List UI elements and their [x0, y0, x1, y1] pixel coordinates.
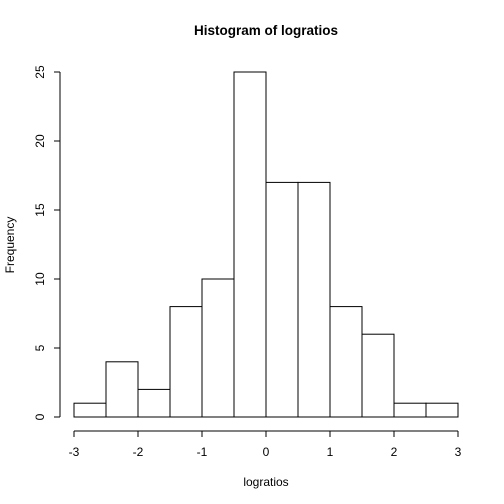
y-tick-label: 0	[33, 413, 47, 420]
histogram-bar	[297, 181, 331, 418]
x-tick-label: 3	[455, 445, 462, 459]
x-tick-label: 1	[327, 445, 334, 459]
y-tick-label: 15	[33, 203, 47, 217]
histogram-bar	[265, 181, 299, 418]
x-tick-label: 0	[263, 445, 270, 459]
histogram-bar	[105, 361, 139, 418]
x-axis: -3 -2 -1 0 1 2 3	[69, 430, 462, 459]
y-tick-label: 5	[33, 344, 47, 351]
y-tick-label: 20	[33, 134, 47, 148]
y-axis-label: Frequency	[3, 217, 17, 274]
bars-group	[73, 71, 459, 418]
histogram-bar	[361, 333, 395, 418]
x-tick-label: -2	[133, 445, 144, 459]
histogram-bar	[233, 71, 267, 418]
histogram-bar	[329, 306, 363, 418]
histogram-bar	[73, 402, 107, 418]
histogram-bar	[201, 278, 235, 418]
x-tick-label: -3	[69, 445, 80, 459]
x-axis-label: logratios	[243, 475, 288, 489]
y-tick-label: 25	[33, 65, 47, 79]
x-tick-label: 2	[391, 445, 398, 459]
histogram-bar	[425, 402, 459, 418]
x-tick-label: -1	[197, 445, 208, 459]
chart-title: Histogram of logratios	[194, 23, 338, 38]
y-tick-label: 10	[33, 272, 47, 286]
histogram-bar	[137, 388, 171, 418]
histogram-bar	[393, 402, 427, 418]
y-axis: 0 5 10 15 20 25	[33, 65, 61, 420]
histogram-bar	[169, 306, 203, 418]
